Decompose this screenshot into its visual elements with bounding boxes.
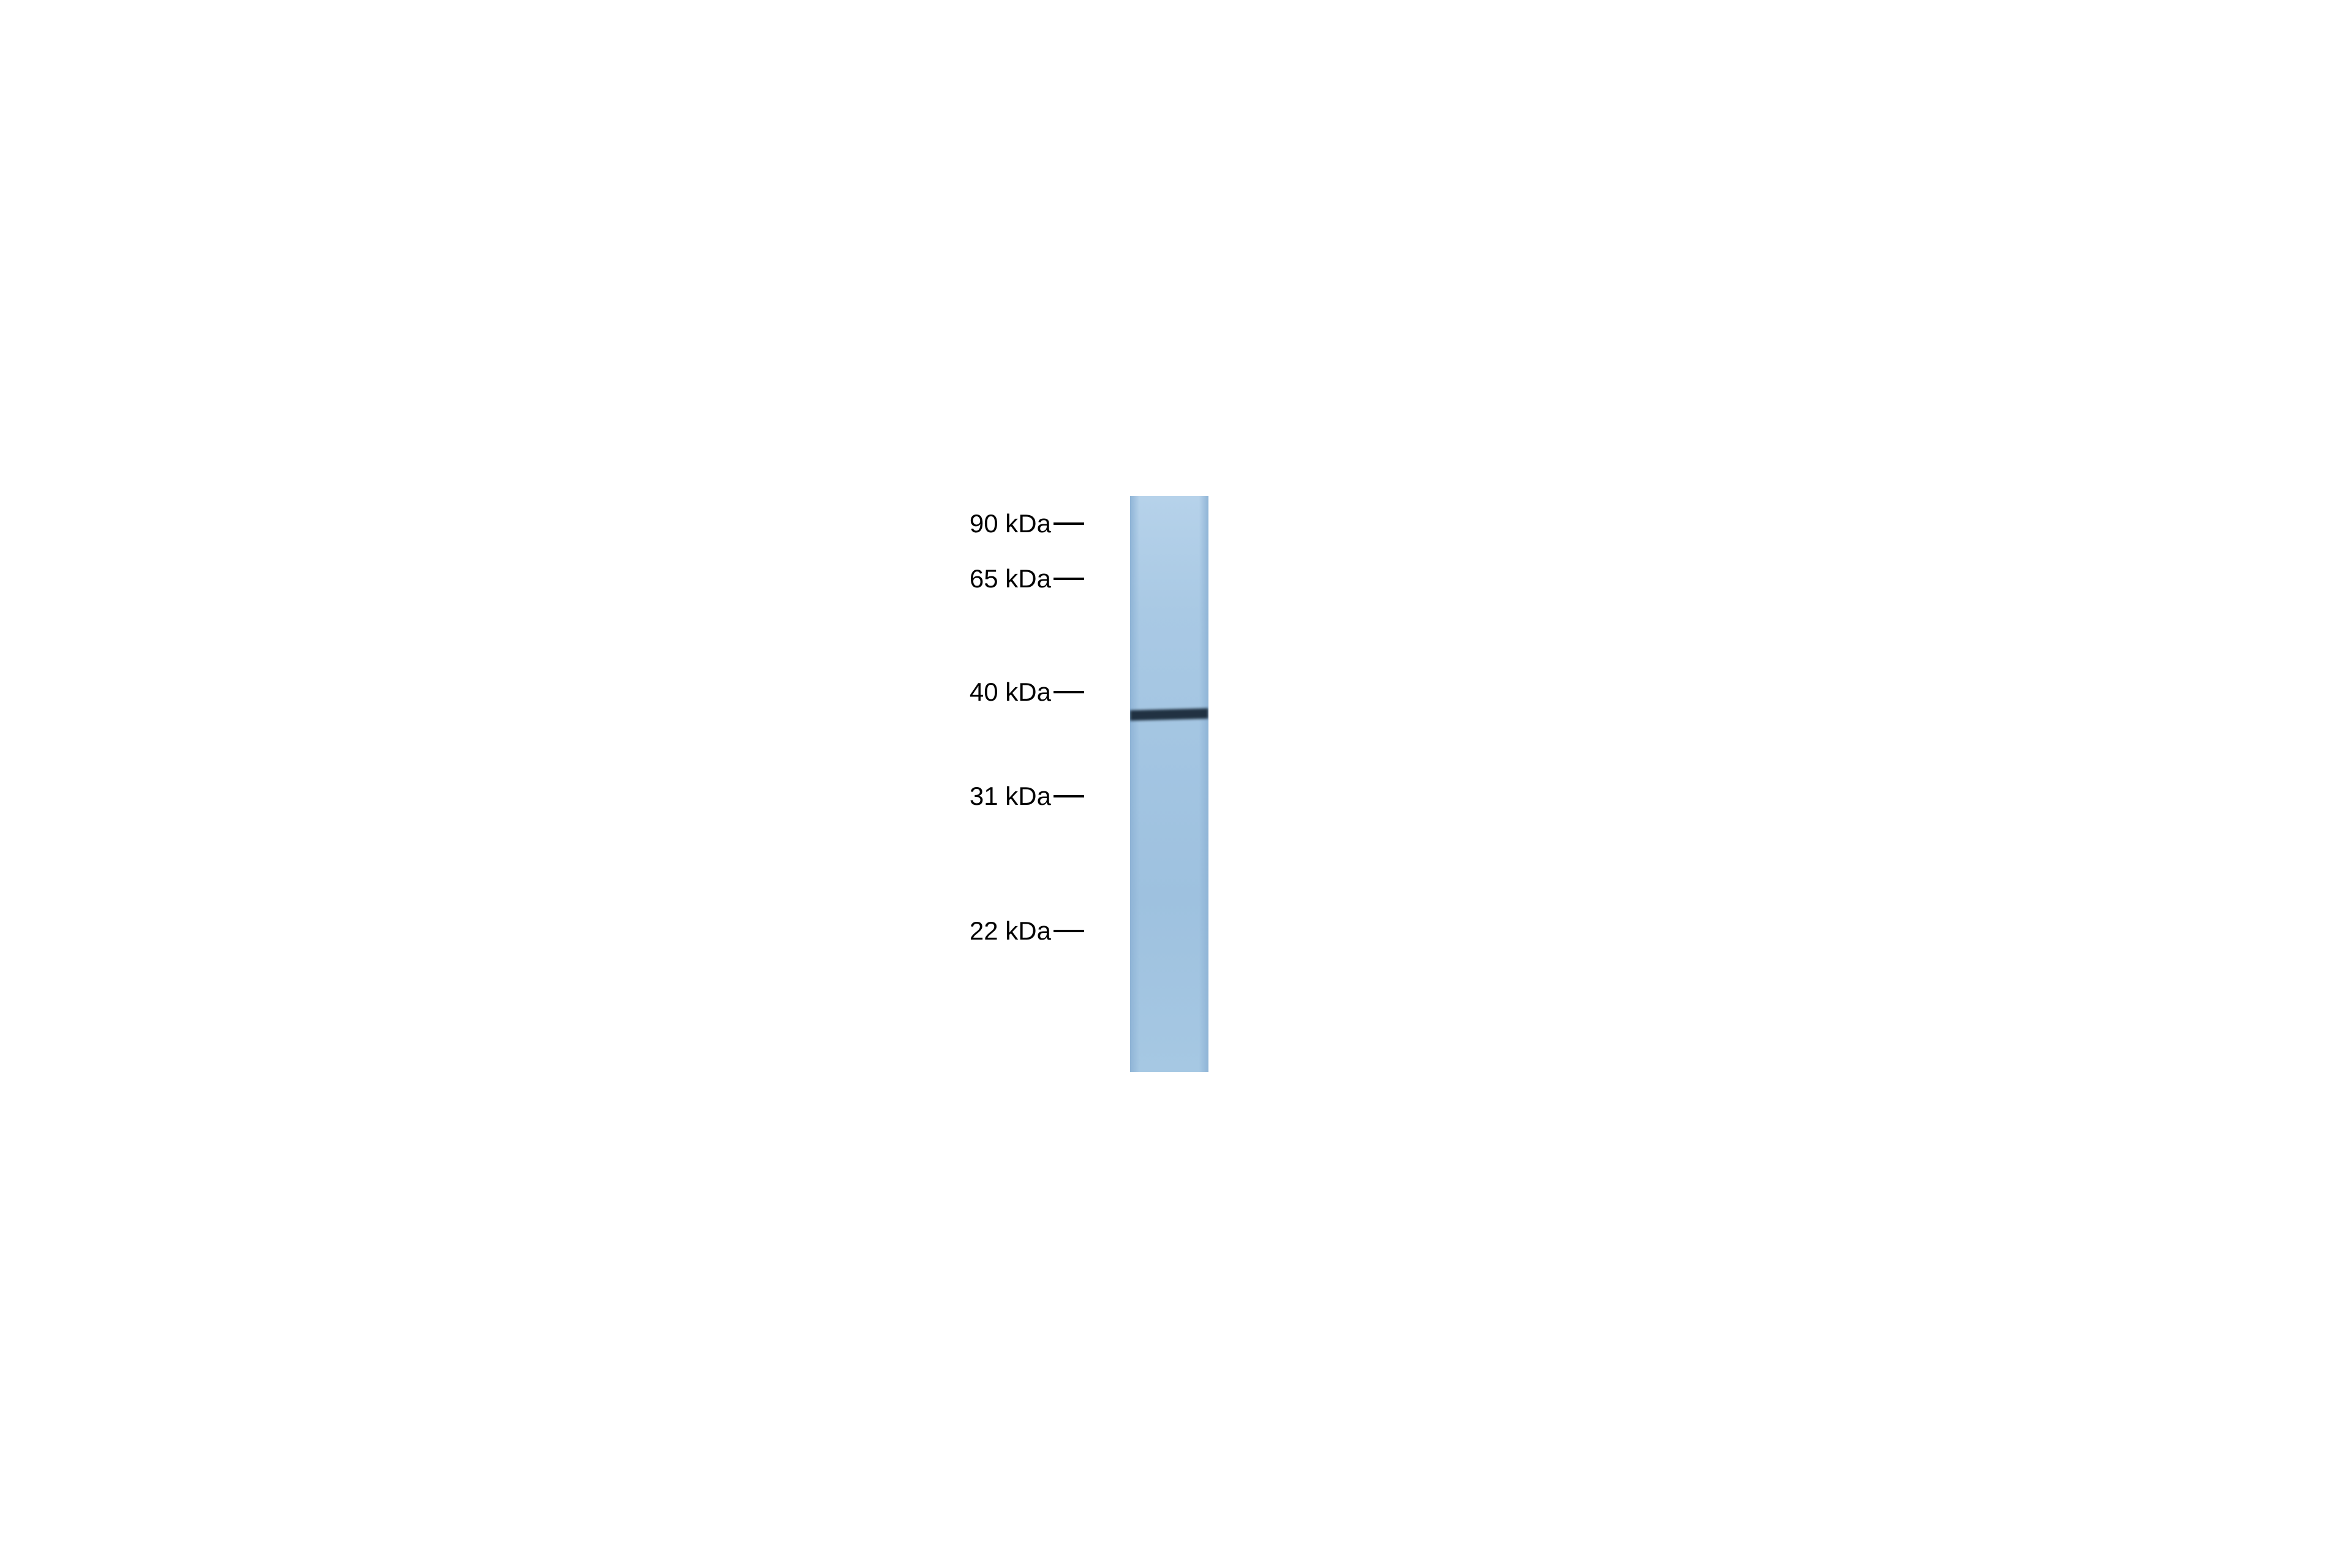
mw-marker-tick	[1054, 522, 1084, 525]
mw-marker: 31 kDa	[970, 782, 1084, 811]
mw-marker-text: 31 kDa	[970, 782, 1051, 811]
mw-marker-tick	[1054, 691, 1084, 693]
mw-marker-text: 40 kDa	[970, 677, 1051, 707]
mw-marker-text: 65 kDa	[970, 564, 1051, 594]
mw-marker-text: 90 kDa	[970, 509, 1051, 538]
mw-marker-tick	[1054, 930, 1084, 932]
mw-marker: 40 kDa	[970, 677, 1084, 707]
mw-marker-text: 22 kDa	[970, 916, 1051, 946]
mw-marker: 65 kDa	[970, 564, 1084, 594]
mw-marker: 90 kDa	[970, 509, 1084, 538]
lane-background	[1130, 496, 1208, 1072]
blot-lane	[1130, 496, 1208, 1072]
western-blot-figure: 90 kDa 65 kDa 40 kDa 31 kDa 22 kDa	[717, 478, 1635, 1090]
mw-marker-tick	[1054, 578, 1084, 580]
protein-band	[1130, 708, 1208, 720]
mw-marker-tick	[1054, 795, 1084, 797]
mw-marker: 22 kDa	[970, 916, 1084, 946]
